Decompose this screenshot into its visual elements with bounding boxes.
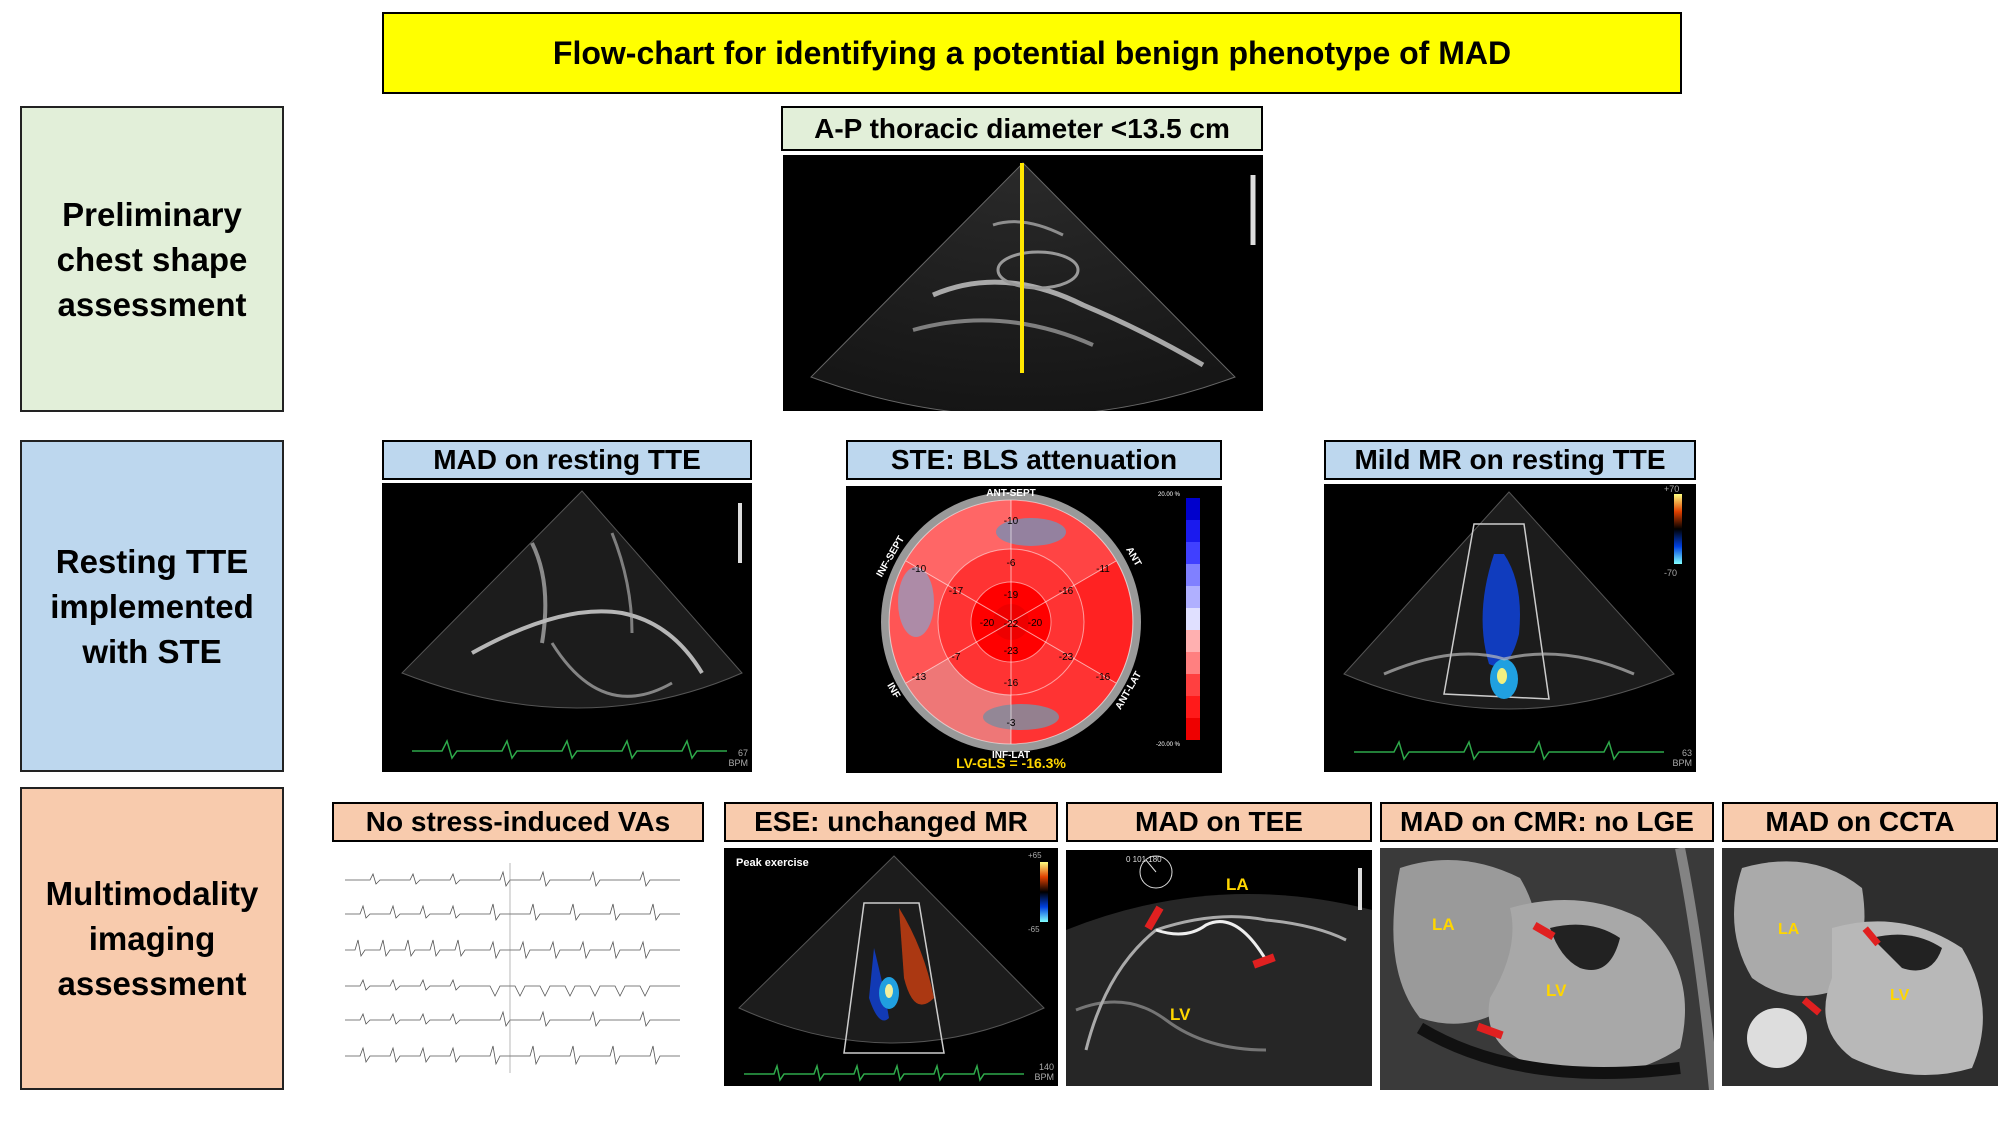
panel-label-mild-mr: Mild MR on resting TTE xyxy=(1324,440,1696,480)
echo-image-tee: 0 101 180 LA LV xyxy=(1066,850,1372,1086)
bpm-readout: 67 BPM xyxy=(728,748,748,768)
doppler-scale-top: +65 xyxy=(1028,851,1042,860)
lv-label: LV xyxy=(1890,987,1910,1004)
stress-echo-sector: +65 -65 Peak exercise xyxy=(736,851,1048,1082)
ccta-image: LA LV xyxy=(1722,848,1998,1086)
ecg-strip-image xyxy=(340,858,690,1078)
probe-angles: 0 101 180 xyxy=(1126,855,1162,864)
seg-value: -6 xyxy=(1007,558,1016,569)
seg-value: -11 xyxy=(1096,564,1110,575)
seg-value: -19 xyxy=(1004,590,1019,601)
mad-marker xyxy=(1532,922,1556,940)
seg-value: -17 xyxy=(949,586,964,597)
cmr-image: LA LV xyxy=(1380,848,1714,1090)
echo-image-ap-diameter xyxy=(783,155,1263,411)
seg-label-ant-sept: ANT-SEPT xyxy=(986,488,1035,499)
la-label: LA xyxy=(1226,875,1249,894)
row-label-multimodality: Multimodality imaging assessment xyxy=(20,787,284,1090)
echo-image-mild-mr: +70 -70 63 BPM xyxy=(1324,484,1696,772)
echo-sector-mad-tte xyxy=(401,490,743,760)
seg-value: -13 xyxy=(912,672,927,683)
bpm-readout: 140 BPM xyxy=(1034,1062,1054,1082)
seg-value: -20 xyxy=(980,618,995,629)
seg-value: -16 xyxy=(1004,678,1019,689)
seg-value: -20 xyxy=(1028,618,1043,629)
row-label-chest-shape: Preliminary chest shape assessment xyxy=(20,106,284,412)
panel-label-ste: STE: BLS attenuation xyxy=(846,440,1222,480)
bullseye-plot: -10 -11 -16 -3 -13 -10 -6 -16 -23 -16 -7… xyxy=(875,488,1200,771)
seg-value: -22 xyxy=(1004,619,1019,630)
panel-label-ap-diameter: A-P thoracic diameter <13.5 cm xyxy=(781,106,1263,151)
bpm-readout: 63 BPM xyxy=(1672,748,1692,768)
ecg-traces xyxy=(345,863,680,1073)
seg-value: -10 xyxy=(912,564,927,575)
mad-marker xyxy=(1862,926,1881,947)
color-doppler-sector: +70 -70 xyxy=(1343,484,1682,761)
la-label: LA xyxy=(1778,921,1800,938)
scale-top: 20.00 % xyxy=(1158,492,1181,498)
seg-value: -7 xyxy=(952,652,961,663)
echo-sector-ap xyxy=(810,162,1256,411)
lv-label: LV xyxy=(1170,1005,1191,1024)
mad-marker xyxy=(1252,953,1276,969)
panel-label-mad-resting-tte: MAD on resting TTE xyxy=(382,440,752,480)
panel-label-ccta: MAD on CCTA xyxy=(1722,802,1998,842)
seg-value: -16 xyxy=(1096,672,1111,683)
ste-bullseye-image: -10 -11 -16 -3 -13 -10 -6 -16 -23 -16 -7… xyxy=(846,486,1222,773)
cmr-scan: LA LV xyxy=(1380,848,1714,1090)
seg-value: -23 xyxy=(1059,652,1074,663)
lv-gls-value: LV-GLS = -16.3% xyxy=(956,755,1066,771)
mad-marker xyxy=(1801,997,1822,1016)
seg-value: -10 xyxy=(1004,516,1019,527)
seg-value: -3 xyxy=(1007,718,1016,729)
seg-label-inf-lat: INF-LAT xyxy=(992,750,1030,761)
doppler-scale-bottom: -70 xyxy=(1664,568,1677,578)
ccta-scan: LA LV xyxy=(1722,848,1998,1086)
echo-image-ese: +65 -65 Peak exercise 140 BPM xyxy=(724,848,1058,1086)
seg-value: -23 xyxy=(1004,646,1019,657)
mad-marker xyxy=(1144,905,1164,931)
seg-value: -16 xyxy=(1059,586,1074,597)
panel-label-ese: ESE: unchanged MR xyxy=(724,802,1058,842)
panel-label-cmr: MAD on CMR: no LGE xyxy=(1380,802,1714,842)
scale-bottom: -20.00 % xyxy=(1156,742,1181,748)
page-title: Flow-chart for identifying a potential b… xyxy=(382,12,1682,94)
mad-marker xyxy=(1476,1022,1504,1040)
row-label-resting-tte: Resting TTE implemented with STE xyxy=(20,440,284,772)
echo-image-mad-resting-tte: 67 BPM xyxy=(382,483,752,772)
tee-image: 0 101 180 LA LV xyxy=(1066,855,1372,1086)
panel-label-tee: MAD on TEE xyxy=(1066,802,1372,842)
la-label: LA xyxy=(1432,915,1455,934)
lv-label: LV xyxy=(1546,981,1567,1000)
panel-label-no-vas: No stress-induced VAs xyxy=(332,802,704,842)
doppler-scale-bottom: -65 xyxy=(1028,925,1040,934)
peak-exercise-caption: Peak exercise xyxy=(736,857,809,869)
doppler-scale-top: +70 xyxy=(1664,484,1679,494)
